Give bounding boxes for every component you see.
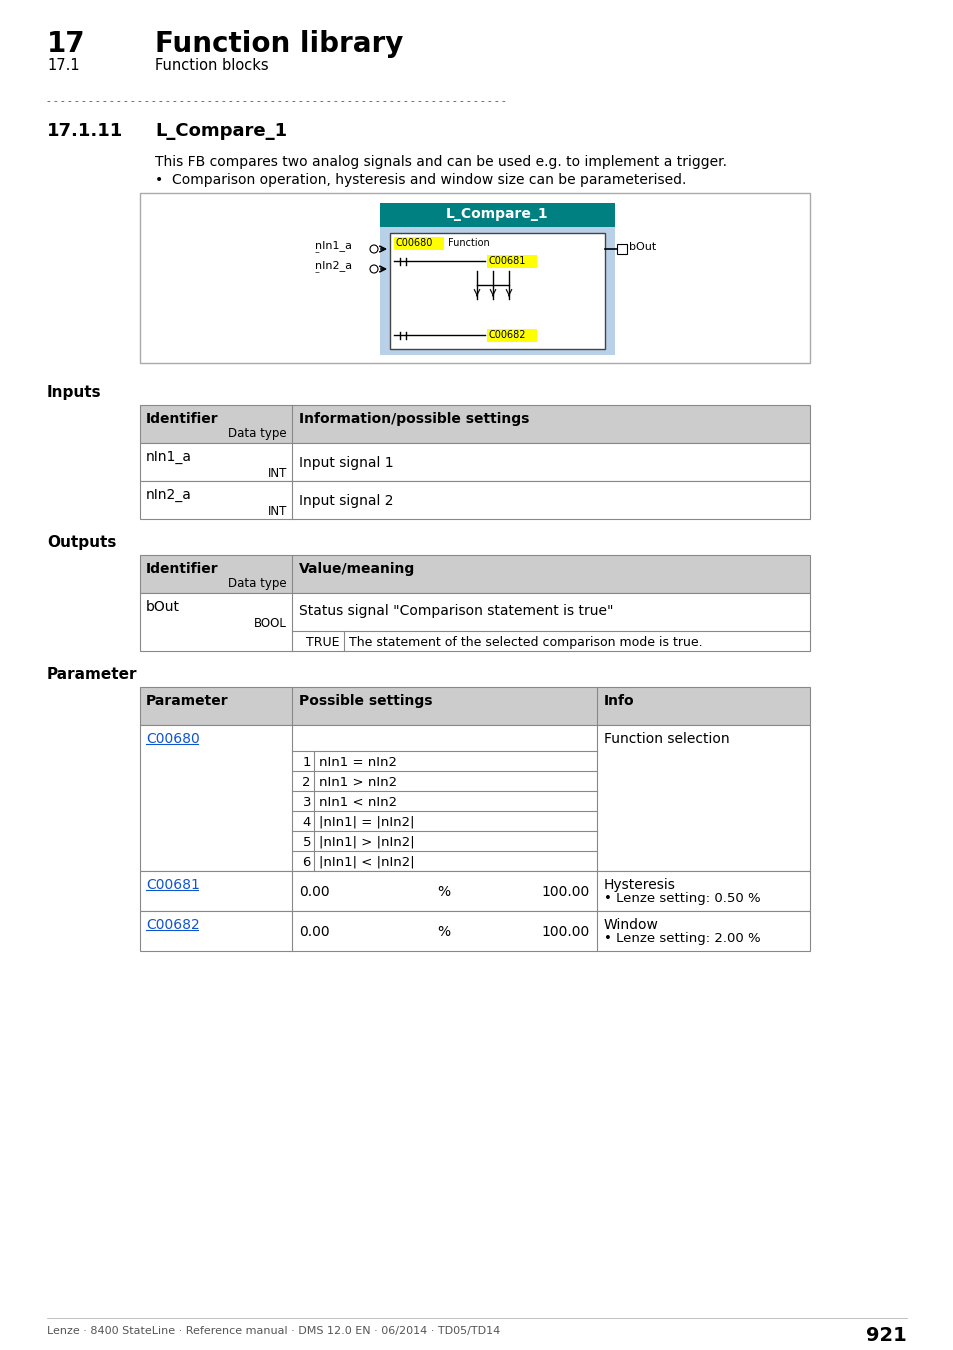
Bar [379, 227, 615, 355]
Text: L_Compare_1: L_Compare_1 [154, 122, 287, 140]
Text: INT: INT [268, 505, 287, 518]
Text: 6: 6 [302, 856, 311, 869]
Bar [140, 593, 809, 651]
Text: Function selection: Function selection [603, 732, 729, 747]
Text: %: % [437, 886, 450, 899]
Text: INT: INT [268, 467, 287, 481]
Text: nIn1 = nIn2: nIn1 = nIn2 [318, 756, 396, 770]
Text: 2: 2 [302, 776, 311, 788]
Text: Window: Window [603, 918, 659, 932]
Text: –: – [314, 267, 319, 277]
Bar [617, 244, 626, 254]
Text: bOut: bOut [146, 599, 180, 614]
Bar [140, 443, 809, 481]
Text: C00681: C00681 [489, 256, 526, 266]
Bar [486, 329, 537, 342]
Text: C00681: C00681 [146, 878, 200, 892]
Bar [140, 687, 809, 725]
Text: 5: 5 [302, 836, 311, 849]
Text: 17: 17 [47, 30, 86, 58]
Text: nIn2_a: nIn2_a [146, 487, 192, 502]
Text: Possible settings: Possible settings [298, 694, 432, 707]
Text: C00680: C00680 [395, 238, 433, 248]
Text: Inputs: Inputs [47, 385, 102, 400]
Text: 3: 3 [302, 796, 311, 809]
Text: Data type: Data type [228, 427, 287, 440]
Text: Hysteresis: Hysteresis [603, 878, 675, 892]
Bar [394, 238, 443, 250]
Text: |nIn1| > |nIn2|: |nIn1| > |nIn2| [318, 836, 415, 849]
Text: Value/meaning: Value/meaning [298, 562, 415, 576]
Text: C00682: C00682 [146, 918, 199, 932]
Bar [140, 871, 809, 911]
Text: TRUE: TRUE [306, 636, 339, 649]
Text: nIn1 > nIn2: nIn1 > nIn2 [318, 776, 396, 788]
Text: Input signal 1: Input signal 1 [298, 456, 394, 470]
Text: Parameter: Parameter [146, 694, 229, 707]
Text: Identifier: Identifier [146, 562, 218, 576]
Text: The statement of the selected comparison mode is true.: The statement of the selected comparison… [349, 636, 702, 649]
Text: Data type: Data type [228, 576, 287, 590]
Text: |nIn1| < |nIn2|: |nIn1| < |nIn2| [318, 856, 415, 869]
Text: BOOL: BOOL [253, 617, 287, 630]
Circle shape [370, 265, 377, 273]
Text: •  Comparison operation, hysteresis and window size can be parameterised.: • Comparison operation, hysteresis and w… [154, 173, 685, 188]
Text: C00680: C00680 [146, 732, 199, 747]
Text: 100.00: 100.00 [541, 925, 589, 940]
Bar [140, 911, 809, 950]
Text: Function library: Function library [154, 30, 403, 58]
Text: %: % [437, 925, 450, 940]
Text: L_Compare_1: L_Compare_1 [446, 207, 548, 221]
Bar [486, 255, 537, 269]
Text: Identifier: Identifier [146, 412, 218, 427]
Text: 4: 4 [302, 815, 311, 829]
Bar [390, 234, 604, 350]
Text: Status signal "Comparison statement is true": Status signal "Comparison statement is t… [298, 603, 613, 618]
Bar [140, 481, 809, 518]
Text: 100.00: 100.00 [541, 886, 589, 899]
Text: nIn1_a: nIn1_a [314, 240, 352, 251]
Text: nIn1 < nIn2: nIn1 < nIn2 [318, 796, 396, 809]
Text: nIn1_a: nIn1_a [146, 450, 192, 464]
Text: 17.1: 17.1 [47, 58, 79, 73]
Bar [379, 202, 615, 227]
Text: Lenze · 8400 StateLine · Reference manual · DMS 12.0 EN · 06/2014 · TD05/TD14: Lenze · 8400 StateLine · Reference manua… [47, 1326, 499, 1336]
Bar [140, 725, 809, 871]
Text: nIn2_a: nIn2_a [314, 261, 352, 271]
Text: 0.00: 0.00 [298, 886, 330, 899]
Bar [140, 555, 809, 593]
Text: • Lenze setting: 0.50 %: • Lenze setting: 0.50 % [603, 892, 760, 904]
Text: This FB compares two analog signals and can be used e.g. to implement a trigger.: This FB compares two analog signals and … [154, 155, 726, 169]
Text: |nIn1| = |nIn2|: |nIn1| = |nIn2| [318, 815, 414, 829]
Text: Function blocks: Function blocks [154, 58, 269, 73]
Text: Parameter: Parameter [47, 667, 137, 682]
Text: 1: 1 [302, 756, 311, 770]
Text: 0.00: 0.00 [298, 925, 330, 940]
Text: Input signal 2: Input signal 2 [298, 494, 393, 508]
Text: 921: 921 [865, 1326, 906, 1345]
Circle shape [370, 244, 377, 252]
Text: C00682: C00682 [489, 329, 526, 340]
Text: Information/possible settings: Information/possible settings [298, 412, 529, 427]
Text: bOut: bOut [628, 242, 656, 252]
Text: Function: Function [448, 238, 489, 248]
Text: - - - - - - - - - - - - - - - - - - - - - - - - - - - - - - - - - - - - - - - - : - - - - - - - - - - - - - - - - - - - - … [47, 96, 509, 107]
Text: 17.1.11: 17.1.11 [47, 122, 123, 140]
Text: • Lenze setting: 2.00 %: • Lenze setting: 2.00 % [603, 931, 760, 945]
Text: –: – [314, 247, 319, 256]
Bar [140, 405, 809, 443]
Text: Outputs: Outputs [47, 535, 116, 549]
Text: Info: Info [603, 694, 634, 707]
Bar [140, 193, 809, 363]
